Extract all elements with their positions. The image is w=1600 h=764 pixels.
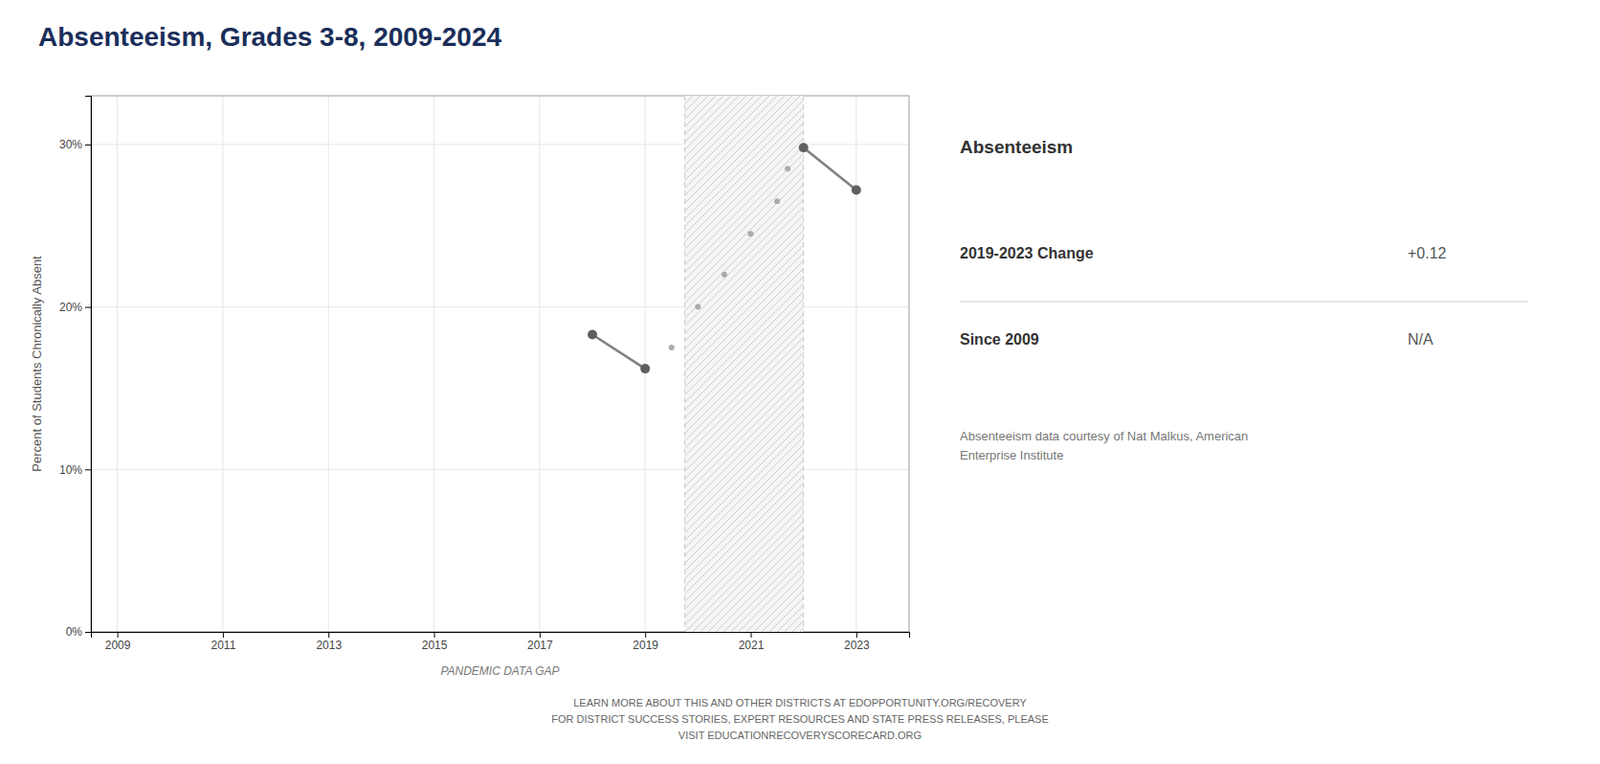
series <box>799 142 862 195</box>
x-tick-label: 2013 <box>315 638 342 652</box>
y-axis-line <box>85 96 92 633</box>
gap-boundary <box>684 95 686 632</box>
line <box>803 147 857 190</box>
chart: 2009 2011 2013 2015 2017 2019 2021 2023 0% 10% 20%… <box>0 0 1600 764</box>
x-tick-mark <box>644 631 646 638</box>
divider <box>959 301 1529 303</box>
stat-value: +0.12 <box>1407 244 1447 262</box>
y-axis: 0% 10% 20% 30% <box>59 96 92 640</box>
y-tick-mark <box>85 631 91 633</box>
stat-value: N/A <box>1407 331 1434 348</box>
y-tick-label: 30% <box>59 137 83 152</box>
point <box>784 165 791 172</box>
series <box>587 329 650 374</box>
y-tick-mark <box>85 307 91 309</box>
point <box>587 329 598 339</box>
gap-region-hatch <box>685 95 804 632</box>
point <box>799 142 809 153</box>
y-tick-mark <box>85 468 91 470</box>
citation-line: Absenteeism data courtesy of Nat Malkus,… <box>959 428 1248 444</box>
x-tick: 2023 <box>844 631 870 652</box>
grid <box>90 95 910 632</box>
point <box>721 271 728 278</box>
point <box>640 363 650 374</box>
x-axis-line <box>91 632 911 639</box>
x-tick-label: 2011 <box>210 638 236 652</box>
footer: LEARN MORE ABOUT THIS AND OTHER DISTRICT… <box>551 696 1049 741</box>
footer-line: LEARN MORE ABOUT THIS AND OTHER DISTRICT… <box>573 696 1027 709</box>
plot-area <box>587 95 862 632</box>
y-tick: 10% <box>59 463 91 477</box>
plot-frame <box>90 95 910 632</box>
point <box>668 344 675 351</box>
x-tick: 2011 <box>210 631 236 652</box>
stat-label: Since 2009 <box>959 331 1040 348</box>
point <box>851 184 862 195</box>
y-tick: 0% <box>66 624 91 639</box>
x-tick-mark <box>328 631 330 638</box>
x-tick-label: 2017 <box>527 638 554 652</box>
x-tick-mark <box>856 631 858 638</box>
y-tick-label: 10% <box>59 463 83 477</box>
y-axis-title: Percent of Students Chronically Absent <box>29 255 45 472</box>
grid-line-x <box>222 95 223 632</box>
x-tick-label: 2015 <box>422 638 448 652</box>
x-tick: 2009 <box>105 631 132 652</box>
x-axis-title: PANDEMIC DATA GAP <box>440 664 559 678</box>
title: Absenteeism, Grades 3-8, 2009-2024 <box>38 22 502 52</box>
x-tick: 2015 <box>422 631 448 652</box>
x-tick-label: 2023 <box>844 638 870 652</box>
y-tick-mark <box>85 144 91 146</box>
y-tick: 20% <box>59 300 91 314</box>
grid-line-x <box>433 95 435 632</box>
point <box>748 230 755 237</box>
line <box>592 333 645 369</box>
grid-line-x <box>116 95 118 632</box>
series <box>668 198 780 351</box>
x-tick-label: 2021 <box>738 638 765 652</box>
panel-title: Absenteeism <box>959 136 1073 157</box>
gap-region-fill <box>685 95 804 632</box>
x-axis: 2009 2011 2013 2015 2017 2019 2021 2023 <box>91 631 911 652</box>
series <box>784 165 791 172</box>
point <box>774 198 780 204</box>
x-tick-mark <box>434 631 436 638</box>
point <box>694 304 701 311</box>
citation-line: Enterprise Institute <box>959 447 1064 463</box>
grid-line-x <box>538 95 540 632</box>
stat-label: 2019-2023 Change <box>959 244 1094 262</box>
x-tick: 2013 <box>315 631 342 652</box>
x-tick-mark <box>222 631 224 638</box>
x-tick-mark <box>751 631 753 638</box>
gap-boundary <box>802 95 804 632</box>
grid-line-x <box>328 95 330 632</box>
x-tick: 2021 <box>738 631 765 652</box>
x-tick: 2017 <box>527 631 554 652</box>
x-tick-label: 2019 <box>632 638 659 652</box>
y-tick-label: 20% <box>59 300 83 314</box>
grid-line-x <box>644 95 646 632</box>
x-tick-mark <box>539 631 541 638</box>
y-tick: 30% <box>59 137 91 152</box>
x-tick-label: 2009 <box>105 638 132 652</box>
y-tick-label: 0% <box>66 624 84 639</box>
x-tick-mark <box>117 631 119 638</box>
footer-line: VISIT EDUCATIONRECOVERYSCORECARD.ORG <box>678 729 922 741</box>
footer-line: FOR DISTRICT SUCCESS STORIES, EXPERT RES… <box>551 712 1049 725</box>
x-tick: 2019 <box>632 631 659 652</box>
grid-line-x <box>855 95 857 632</box>
citation: Absenteeism data courtesy of Nat Malkus,… <box>959 428 1248 463</box>
